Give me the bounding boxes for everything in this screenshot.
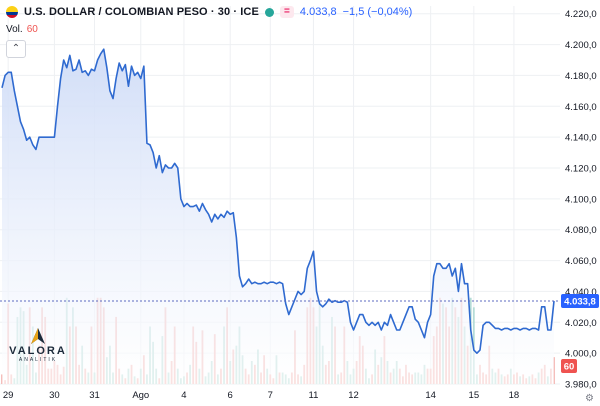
price-tick-label: 4.180,0 — [565, 71, 597, 82]
price-tick-label: 4.220,0 — [565, 9, 597, 20]
price-tick-label: 4.000,0 — [565, 349, 597, 360]
volume-legend: Vol. 60 — [6, 24, 38, 35]
time-tick-label: Ago — [132, 390, 149, 401]
price-tick-label: 4.140,0 — [565, 133, 597, 144]
time-tick-label: 31 — [89, 390, 100, 401]
price-change-value: −1,5 (−0,04%) — [342, 6, 413, 18]
time-tick-label: 15 — [469, 390, 480, 401]
volume-value: 60 — [26, 24, 38, 35]
last-price-tag-label: 4.033,8 — [564, 296, 596, 307]
last-volume-tag — [561, 359, 577, 373]
price-tick-label: 4.200,0 — [565, 40, 597, 51]
time-tick-label: 14 — [425, 390, 436, 401]
currency-flag-icon — [6, 6, 18, 18]
axis-tags: 4.033,8 60 — [561, 293, 599, 373]
time-tick-label: 12 — [348, 390, 359, 401]
price-tick-label: 3.980,0 — [565, 380, 597, 391]
symbol-title[interactable]: U.S. DOLLAR / COLOMBIAN PESO · 30 · ICE — [24, 6, 259, 18]
time-axis: 29 30 31 Ago 4 6 7 11 12 14 15 18 — [3, 390, 519, 401]
time-tick-label: 7 — [268, 390, 273, 401]
price-line — [1, 48, 555, 354]
price-tick-label: 4.160,0 — [565, 102, 597, 113]
last-price-value: 4.033,8 — [299, 6, 337, 18]
equals-icon[interactable]: = — [279, 6, 294, 18]
logo-subtitle: ANALITIK — [18, 357, 58, 363]
time-tick-label: 29 — [3, 390, 14, 401]
time-tick-label: 11 — [309, 390, 319, 401]
price-tick-label: 4.080,0 — [565, 225, 597, 236]
price-tick-label: 4.040,0 — [565, 287, 597, 298]
price-tick-label: 4.060,0 — [565, 256, 597, 267]
time-tick-label: 4 — [181, 390, 186, 401]
green-dot-icon — [264, 7, 274, 17]
volume-label: Vol. — [6, 24, 23, 35]
price-tick-label: 4.020,0 — [565, 318, 597, 329]
valora-logo: VALORA ANALITIK — [8, 328, 68, 363]
price-tick-label: 4.100,0 — [565, 194, 597, 205]
time-tick-label: 6 — [228, 390, 233, 401]
chart-header: U.S. DOLLAR / COLOMBIAN PESO · 30 · ICE … — [6, 4, 412, 20]
price-tick-label: 4.120,0 — [565, 164, 597, 175]
last-price-tag — [561, 293, 599, 308]
last-volume-tag-label: 60 — [564, 362, 575, 373]
time-tick-label: 30 — [49, 390, 60, 401]
gear-icon[interactable]: ⚙ — [585, 393, 594, 404]
time-tick-label: 18 — [509, 390, 520, 401]
chevron-up-icon: ⌃ — [11, 43, 21, 54]
price-area-fill — [2, 49, 554, 384]
collapse-legend-button[interactable]: ⌃ — [6, 40, 26, 58]
valora-mark-icon — [31, 328, 45, 344]
logo-name: VALORA — [9, 345, 67, 357]
price-axis: 4.220,0 4.200,0 4.180,0 4.160,0 4.140,0 4.120… — [565, 9, 597, 390]
